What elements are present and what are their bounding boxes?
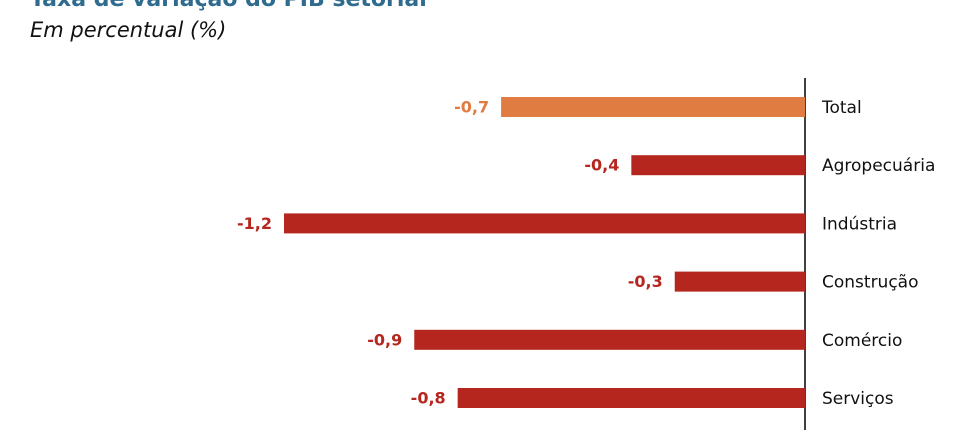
- bar: [414, 329, 805, 350]
- bar: [501, 97, 805, 117]
- bar: [631, 155, 805, 176]
- category-label: Serviços: [822, 389, 894, 409]
- value-label: -0,4: [584, 156, 619, 175]
- bar: [457, 388, 805, 408]
- category-label: Agropecuária: [822, 156, 935, 176]
- value-label: -1,2: [237, 214, 272, 233]
- value-label: -0,3: [628, 272, 663, 291]
- category-label: Construção: [822, 273, 919, 293]
- chart-title: Taxa de variação do PIB setorial: [30, 0, 427, 12]
- value-label: -0,7: [454, 98, 489, 117]
- category-label: Indústria: [822, 214, 897, 234]
- value-label: -0,8: [411, 389, 446, 408]
- bar: [284, 213, 805, 234]
- chart-subtitle: Em percentual (%): [30, 18, 226, 42]
- category-label: Comércio: [822, 331, 902, 351]
- bar: [674, 271, 805, 292]
- category-label: Total: [821, 98, 862, 118]
- value-label: -0,9: [367, 330, 402, 349]
